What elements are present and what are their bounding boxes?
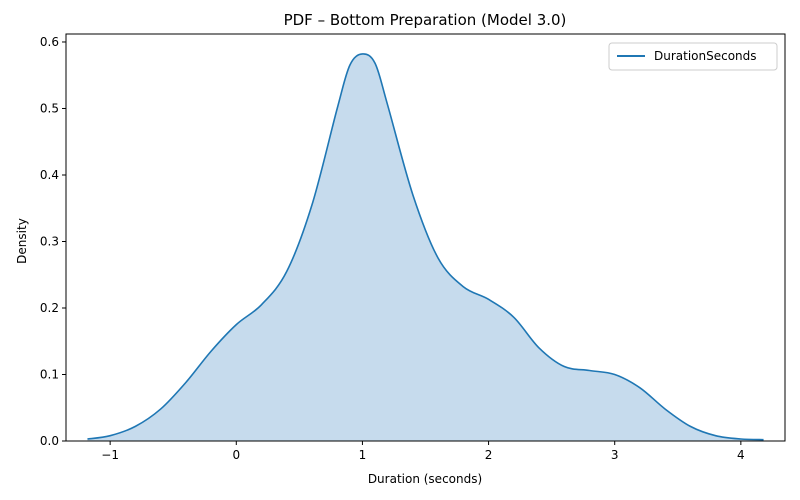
legend: DurationSeconds: [608, 42, 778, 71]
chart-title: PDF – Bottom Preparation (Model 3.0): [284, 11, 567, 29]
x-tick-label: 2: [485, 448, 493, 462]
plot-frame: [65, 33, 786, 442]
density-fill-area: [87, 53, 764, 442]
legend-box: [608, 42, 778, 71]
x-tick-label: 0: [232, 448, 240, 462]
y-tick-label: 0.1: [40, 367, 59, 381]
y-tick-label: 0.0: [40, 434, 59, 448]
legend-label: DurationSeconds: [654, 49, 757, 63]
y-tick-label: 0.3: [40, 234, 59, 248]
y-tick-label: 0.5: [40, 101, 59, 115]
x-axis-label: Duration (seconds): [368, 472, 482, 486]
x-tick-label: 1: [359, 448, 367, 462]
y-tick-label: 0.6: [40, 35, 59, 49]
x-tick-label: −1: [101, 448, 119, 462]
x-tick-label: 4: [737, 448, 745, 462]
y-tick-label: 0.2: [40, 301, 59, 315]
x-tick-label: 3: [611, 448, 619, 462]
y-axis-label: Density: [15, 218, 29, 264]
plot-area: −1 0 1 2 3 4 0.0 0.1 0.2 0.3 0.4 0.5 0.6: [40, 33, 786, 462]
density-line: [87, 53, 764, 441]
y-tick-label: 0.4: [40, 168, 59, 182]
